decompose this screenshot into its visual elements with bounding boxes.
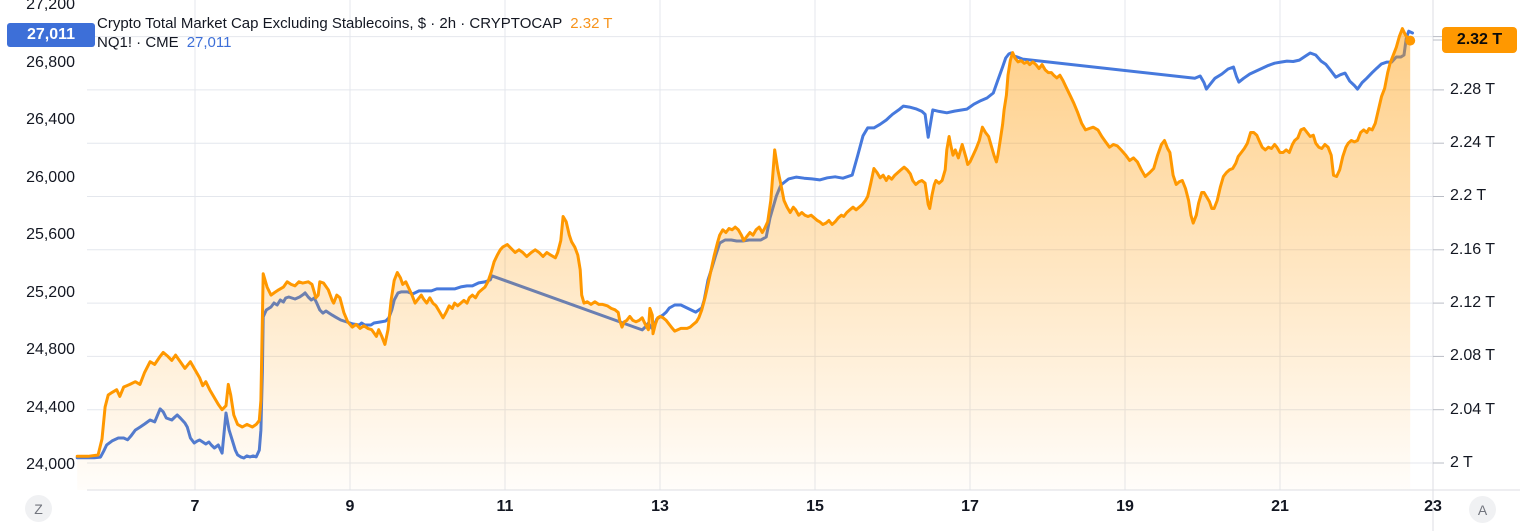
right-axis-tick-label: 2.16 T: [1450, 241, 1496, 258]
right-axis-tick-label: 2.24 T: [1450, 134, 1496, 151]
time-axis-tick-label: 19: [1116, 498, 1134, 515]
right-axis-tick-label: 2 T: [1450, 454, 1473, 471]
cryptocap-last-point-marker: [1405, 35, 1416, 46]
left-axis-tick-label: 25,600: [26, 226, 75, 243]
left-axis-tick-label: 26,400: [26, 111, 75, 128]
legend-row-cryptocap[interactable]: Crypto Total Market Cap Excluding Stable…: [97, 14, 612, 33]
cryptocap-series-line[interactable]: [75, 27, 1412, 458]
left-axis-tick-label: 26,800: [26, 54, 75, 71]
cryptocap-price-badge: 2.32 T: [1442, 27, 1517, 53]
time-axis-tick-label: 23: [1424, 498, 1442, 515]
left-axis-tick-label: 24,400: [26, 399, 75, 416]
legend-row-nq1[interactable]: NQ1! · CME 27,011: [97, 33, 612, 52]
auto-scale-button[interactable]: A: [1469, 496, 1496, 523]
right-axis-tick-label: 2.08 T: [1450, 347, 1496, 364]
nq1-price-badge: 27,011: [7, 23, 95, 47]
right-axis-tick-label: 2.04 T: [1450, 401, 1496, 418]
left-axis-tick-label: 24,000: [26, 456, 75, 473]
time-axis-tick-label: 7: [190, 498, 200, 515]
time-axis-tick-label: 11: [496, 498, 514, 515]
right-axis-tick-label: 2.12 T: [1450, 294, 1496, 311]
nq1-symbol-title: NQ1! · CME: [97, 34, 179, 51]
cryptocap-last-value: 2.32 T: [570, 15, 613, 32]
time-axis-tick-label: 9: [345, 498, 355, 515]
time-axis-tick-label: 21: [1271, 498, 1289, 515]
legend: Crypto Total Market Cap Excluding Stable…: [97, 14, 612, 52]
left-axis-tick-label: 27,200: [26, 0, 75, 13]
left-scale-corner-button[interactable]: Z: [25, 495, 52, 522]
left-axis-tick-label: 24,800: [26, 341, 75, 358]
cryptocap-symbol-title: Crypto Total Market Cap Excluding Stable…: [97, 15, 563, 32]
time-axis-tick-label: 17: [961, 498, 979, 515]
time-axis-tick-label: 15: [806, 498, 824, 515]
right-axis-tick-label: 2.28 T: [1450, 81, 1496, 98]
time-axis-tick-label: 13: [651, 498, 669, 515]
cryptocap-area-fill: [77, 28, 1411, 490]
right-axis-tick-label: 2.2 T: [1450, 187, 1487, 204]
left-axis-tick-label: 26,000: [26, 169, 75, 186]
left-axis-tick-label: 25,200: [26, 284, 75, 301]
nq1-last-value: 27,011: [186, 34, 232, 51]
